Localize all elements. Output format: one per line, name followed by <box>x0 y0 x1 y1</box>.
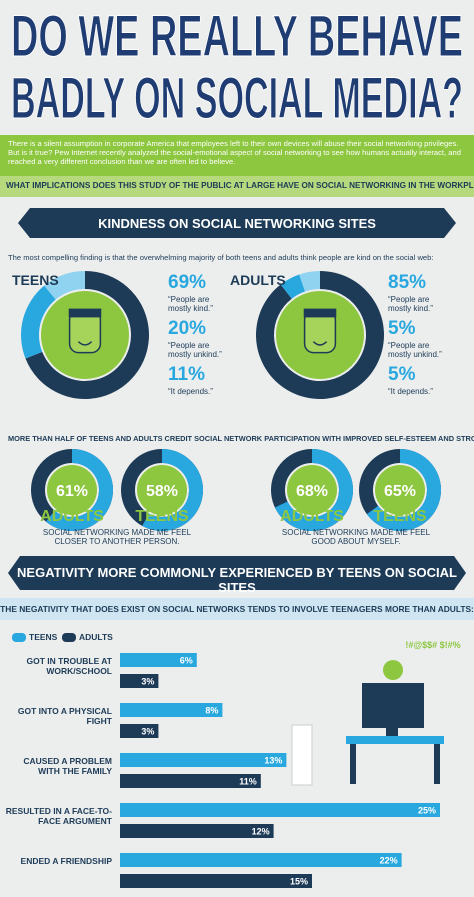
bar-label: 3% <box>141 727 154 737</box>
value-label: 61% <box>56 483 88 500</box>
category-label: RESULTED IN A FACE-TO-FACE ARGUMENT <box>5 806 112 826</box>
legend-entry: TEENS <box>29 632 58 642</box>
donut-segment <box>45 449 113 531</box>
face-hair <box>68 308 102 318</box>
bar <box>120 674 159 688</box>
bar <box>120 653 197 667</box>
negativity-subheading: THE NEGATIVITY THAT DOES EXIST ON SOCIAL… <box>0 604 474 614</box>
face-smile <box>312 341 328 346</box>
value-label: 5% <box>388 364 416 385</box>
donut-segment <box>25 271 149 399</box>
self-esteem-heading: MORE THAN HALF OF TEENS AND ADULTS CREDI… <box>8 434 474 443</box>
bar-label: 25% <box>418 806 436 816</box>
donut-segment <box>44 271 85 300</box>
bar-label: 13% <box>264 756 282 766</box>
finding: The most compelling finding is that the … <box>8 253 434 262</box>
legend-swatch <box>12 633 26 642</box>
value-label: 69% <box>168 272 207 293</box>
donut-segment <box>280 274 306 299</box>
value-caption: “People are mostly unkind.” <box>388 341 442 359</box>
bar <box>120 853 402 867</box>
value-label: 58% <box>146 483 178 500</box>
legend-entry: ADULTS <box>79 632 113 642</box>
donut-segment <box>21 285 56 359</box>
panel-caption: SOCIAL NETWORKING MADE ME FEEL CLOSER TO… <box>42 528 192 546</box>
value-label: 5% <box>388 318 416 339</box>
value-label: 11% <box>168 364 205 385</box>
group-label: ADULTS <box>230 272 286 288</box>
category-label: GOT IN TROUBLE AT WORK/SCHOOL <box>26 656 112 676</box>
category-label: ENDED A FRIENDSHIP <box>20 856 112 866</box>
group-label: TEENS <box>12 272 59 288</box>
question: WHAT IMPLICATIONS DOES THIS STUDY OF THE… <box>6 181 474 190</box>
donut-center <box>375 465 425 515</box>
face-smile <box>77 341 93 346</box>
title-line-2: BADLY ON SOCIAL MEDIA? <box>11 66 463 131</box>
negativity-heading: NEGATIVITY MORE COMMONLY EXPERIENCED BY … <box>17 565 457 595</box>
intro-text: There is a silent assumption in corporat… <box>8 139 461 166</box>
value-caption: “It depends.” <box>388 387 433 396</box>
bar <box>120 874 312 888</box>
bar <box>120 753 287 767</box>
legend-swatch <box>62 633 76 642</box>
value-label: 85% <box>388 272 427 293</box>
donut-segment <box>274 448 354 531</box>
face-hair <box>303 308 337 318</box>
bar <box>120 803 440 817</box>
value-caption: “People are mostly kind.” <box>388 295 433 313</box>
subheading-band <box>0 598 474 620</box>
group-label: TEENS <box>373 508 427 525</box>
bar <box>120 824 274 838</box>
bar-label: 12% <box>252 827 270 837</box>
bar <box>120 724 159 738</box>
negativity-banner <box>8 556 466 590</box>
kindness-heading: KINDNESS ON SOCIAL NETWORKING SITES <box>98 216 376 231</box>
value-caption: “People are mostly unkind.” <box>168 341 222 359</box>
donut-segment <box>366 449 441 531</box>
group-label: TEENS <box>135 508 189 525</box>
sign-text: !#@$$# $!#% <box>405 640 460 650</box>
desk-illustration <box>291 660 444 786</box>
donut-center <box>287 465 337 515</box>
kindness-banner <box>18 208 456 238</box>
donut-segment <box>142 449 203 531</box>
bar <box>120 703 223 717</box>
title-line-1: DO WE REALLY BEHAVE <box>11 4 463 69</box>
group-label: ADULTS <box>280 508 344 525</box>
category-label: CAUSED A PROBLEM WITH THE FAMILY <box>23 756 112 776</box>
bar-label: 11% <box>239 777 257 787</box>
bar-label: 6% <box>180 656 193 666</box>
group-label: ADULTS <box>40 508 104 525</box>
value-label: 20% <box>168 318 207 339</box>
bar-label: 15% <box>290 877 308 887</box>
value-caption: “People are mostly kind.” <box>168 295 213 313</box>
bar-label: 8% <box>205 706 218 716</box>
question-band <box>0 176 474 197</box>
value-caption: “It depends.” <box>168 387 213 396</box>
donut-segment <box>299 271 320 292</box>
panel-caption: SOCIAL NETWORKING MADE ME FEEL GOOD ABOU… <box>281 528 431 546</box>
category-label: GOT INTO A PHYSICAL FIGHT <box>17 706 112 726</box>
bar-label: 3% <box>141 677 154 687</box>
value-label: 68% <box>296 483 328 500</box>
bar <box>120 774 261 788</box>
donut-center <box>137 465 187 515</box>
donut-center <box>47 465 97 515</box>
bar-label: 22% <box>380 856 398 866</box>
value-label: 65% <box>384 483 416 500</box>
